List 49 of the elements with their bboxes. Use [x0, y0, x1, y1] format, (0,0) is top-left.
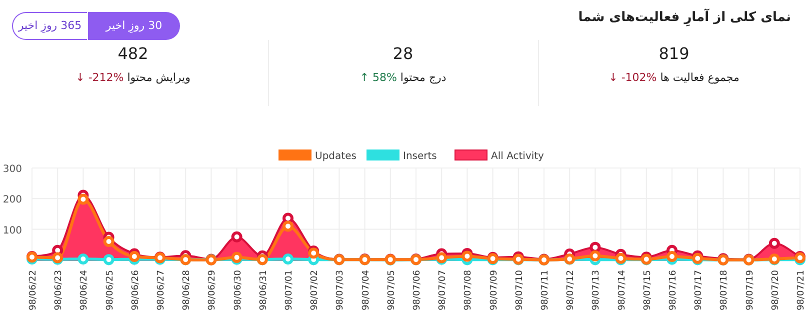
x-tick-label: 98/07/15: [642, 270, 653, 310]
x-tick-label: 98/07/14: [617, 270, 628, 310]
x-tick-label: 98/07/03: [336, 270, 346, 310]
text: ↑ 58%: [360, 71, 397, 84]
text: 30 روزِ اخیر: [88, 12, 180, 40]
text: درج محتوا: [399, 71, 446, 84]
text: 482: [116, 44, 150, 63]
text: مجموع فعالیت ها: [659, 71, 740, 84]
x-tick-label: 98/06/31: [258, 270, 269, 310]
x-tick-label: 98/06/27: [156, 270, 166, 310]
legend-label: Updates: [315, 151, 356, 162]
x-tick-label: 98/06/25: [105, 270, 116, 310]
x-tick-label: 98/07/06: [412, 270, 422, 310]
x-tick-label: 98/07/20: [770, 270, 781, 310]
x-tick-label: 98/06/30: [233, 270, 244, 310]
x-tick-label: 98/07/05: [386, 270, 397, 310]
x-tick-label: 98/07/09: [489, 270, 500, 310]
y-tick-label: 300: [2, 164, 22, 175]
x-tick-label: 98/07/08: [464, 270, 474, 310]
x-tick-label: 98/06/29: [208, 270, 218, 310]
x-tick-label: 98/06/23: [54, 270, 64, 310]
x-tick-label: 98/07/21: [796, 270, 806, 310]
x-tick-label: 98/07/18: [720, 270, 730, 310]
x-tick-label: 98/07/13: [592, 270, 602, 310]
x-tick-label: 98/07/12: [566, 270, 576, 310]
text: نمای کلی از آمارِ فعالیت‌های شما: [578, 10, 791, 25]
text: 365 روزِ اخیر: [12, 12, 87, 40]
text: ویرایش محتوا: [126, 71, 190, 84]
x-tick-label: 98/07/11: [540, 270, 550, 310]
x-tick-label: 98/07/07: [438, 270, 448, 310]
text: 819: [658, 44, 690, 63]
x-tick-label: 98/06/28: [182, 270, 192, 310]
x-tick-label: 98/06/26: [130, 270, 141, 310]
x-tick-label: 98/07/17: [694, 270, 704, 310]
x-tick-label: 98/07/16: [668, 270, 678, 310]
x-tick-label: 98/06/22: [28, 270, 38, 310]
x-tick-label: 98/07/01: [284, 270, 294, 310]
x-tick-label: 98/07/19: [745, 270, 756, 310]
y-tick-label: 100: [2, 225, 22, 236]
x-tick-label: 98/07/10: [514, 270, 525, 310]
text: ↓ -102%: [608, 71, 657, 84]
y-tick-label: 200: [2, 194, 22, 206]
x-tick-label: 98/06/24: [80, 270, 90, 310]
legend-label: All Activity: [491, 151, 544, 162]
text: 28: [392, 44, 414, 63]
legend-label: Inserts: [403, 151, 437, 162]
x-tick-label: 98/07/04: [361, 270, 372, 310]
x-tick-label: 98/07/02: [310, 270, 320, 310]
text: ↓ -212%: [76, 71, 124, 84]
